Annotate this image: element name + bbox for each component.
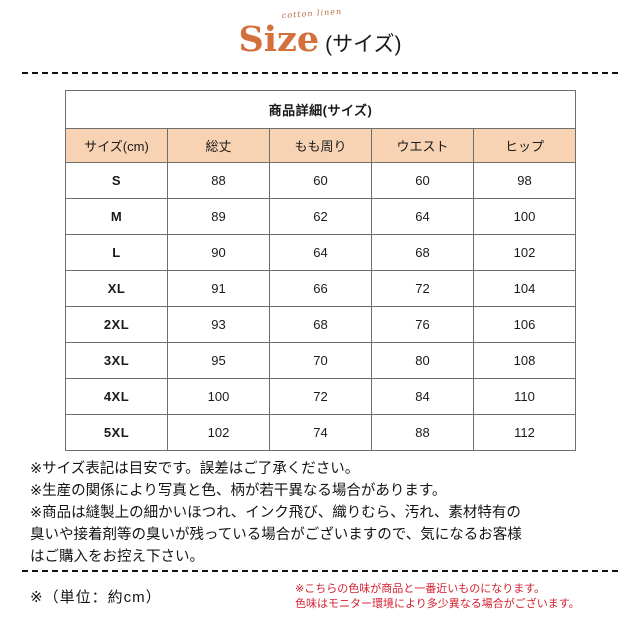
cell-hip: 102 — [473, 234, 576, 271]
cell-size: M — [65, 198, 168, 235]
color-disclaimer-line-2: 色味はモニター環境により多少異なる場合がございます。 — [295, 598, 580, 610]
cell-thigh: 72 — [269, 378, 372, 415]
table-row: 4XL 100 72 84 110 — [65, 378, 576, 415]
column-header-waist: ウエスト — [371, 128, 474, 163]
divider-bottom-dashed — [22, 570, 618, 572]
title-main-text: Size — [238, 19, 320, 60]
page-header: cotton linen Size (サイズ) — [0, 7, 640, 60]
cell-hip: 100 — [473, 198, 576, 235]
note-line-5: はご購入をお控え下さい。 — [30, 549, 204, 565]
cell-waist: 84 — [371, 378, 474, 415]
cell-thigh: 68 — [269, 306, 372, 343]
column-header-size: サイズ(cm) — [65, 128, 168, 163]
table-header-row: サイズ(cm) 総丈 もも周り ウエスト ヒップ — [65, 128, 576, 163]
cell-size: S — [65, 162, 168, 199]
cell-waist: 64 — [371, 198, 474, 235]
cell-length: 100 — [167, 378, 270, 415]
cell-hip: 106 — [473, 306, 576, 343]
cell-hip: 112 — [473, 414, 576, 451]
table-caption: 商品詳細(サイズ) — [65, 90, 576, 129]
divider-top-dashed — [22, 72, 618, 74]
cell-size: 5XL — [65, 414, 168, 451]
table-row: M 89 62 64 100 — [65, 198, 576, 235]
cell-thigh: 66 — [269, 270, 372, 307]
table-row: XL 91 66 72 104 — [65, 270, 576, 307]
cell-thigh: 64 — [269, 234, 372, 271]
cell-waist: 76 — [371, 306, 474, 343]
cell-length: 90 — [167, 234, 270, 271]
cell-waist: 68 — [371, 234, 474, 271]
cell-waist: 72 — [371, 270, 474, 307]
table-row: 5XL 102 74 88 112 — [65, 414, 576, 451]
cell-thigh: 62 — [269, 198, 372, 235]
note-line-4: 臭いや接着剤等の臭いが残っている場合がございますので、気になるお客様 — [30, 527, 522, 543]
column-header-length: 総丈 — [167, 128, 270, 163]
cell-size: 2XL — [65, 306, 168, 343]
page-title: Size (サイズ) — [0, 20, 640, 60]
cell-thigh: 60 — [269, 162, 372, 199]
cell-length: 88 — [167, 162, 270, 199]
column-header-hip: ヒップ — [473, 128, 576, 163]
table-caption-row: 商品詳細(サイズ) — [65, 90, 576, 129]
note-line-1: ※サイズ表記は目安です。誤差はご了承ください。 — [30, 461, 360, 477]
column-header-thigh: もも周り — [269, 128, 372, 163]
cell-length: 91 — [167, 270, 270, 307]
size-table-container: 商品詳細(サイズ) サイズ(cm) 総丈 もも周り ウエスト ヒップ S 88 … — [65, 90, 576, 451]
cell-length: 93 — [167, 306, 270, 343]
table-row: 2XL 93 68 76 106 — [65, 306, 576, 343]
note-line-3: ※商品は縫製上の細かいほつれ、インク飛び、織りむら、汚れ、素材特有の — [30, 505, 521, 521]
color-disclaimer: ※こちらの色味が商品と一番近いものになります。 色味はモニター環境により多少異な… — [295, 582, 626, 612]
footer-bar: ※（単位：約cm） ※こちらの色味が商品と一番近いものになります。 色味はモニタ… — [30, 582, 626, 612]
title-sub-text: (サイズ) — [325, 33, 402, 56]
table-row: S 88 60 60 98 — [65, 162, 576, 199]
cell-length: 89 — [167, 198, 270, 235]
cell-hip: 110 — [473, 378, 576, 415]
cell-thigh: 70 — [269, 342, 372, 379]
color-disclaimer-line-1: ※こちらの色味が商品と一番近いものになります。 — [295, 583, 546, 595]
cell-thigh: 74 — [269, 414, 372, 451]
cell-waist: 80 — [371, 342, 474, 379]
note-line-2: ※生産の関係により写真と色、柄が若干異なる場合があります。 — [30, 483, 447, 499]
unit-note: ※（単位：約cm） — [30, 589, 162, 606]
cell-hip: 98 — [473, 162, 576, 199]
cell-size: 3XL — [65, 342, 168, 379]
disclaimer-notes: ※サイズ表記は目安です。誤差はご了承ください。 ※生産の関係により写真と色、柄が… — [30, 458, 626, 568]
size-table: 商品詳細(サイズ) サイズ(cm) 総丈 もも周り ウエスト ヒップ S 88 … — [65, 90, 576, 451]
cell-length: 102 — [167, 414, 270, 451]
table-row: L 90 64 68 102 — [65, 234, 576, 271]
cell-length: 95 — [167, 342, 270, 379]
cell-hip: 104 — [473, 270, 576, 307]
cell-size: L — [65, 234, 168, 271]
cell-waist: 88 — [371, 414, 474, 451]
cell-waist: 60 — [371, 162, 474, 199]
table-row: 3XL 95 70 80 108 — [65, 342, 576, 379]
cell-size: 4XL — [65, 378, 168, 415]
cell-hip: 108 — [473, 342, 576, 379]
cell-size: XL — [65, 270, 168, 307]
